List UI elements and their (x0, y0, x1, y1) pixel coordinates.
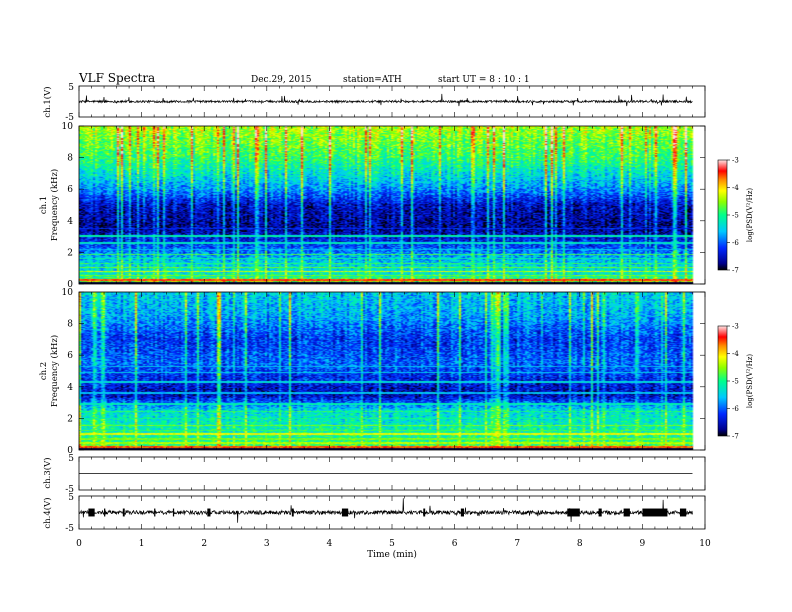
panel-ch4-voltage: 5 -5 ch.4(V) (42, 493, 706, 534)
y-tick-label: 10 (62, 122, 74, 132)
ch2-colorbar-label: log(PSD(V²/Hz) (746, 354, 754, 409)
y-tick-label: 10 (62, 288, 74, 298)
x-tick-label: 7 (514, 539, 520, 549)
colorbar-tick-label: -3 (732, 323, 739, 331)
x-tick-label: 10 (699, 539, 711, 549)
x-tick-label: 8 (577, 539, 583, 549)
y-tick-label: 4 (67, 217, 73, 227)
x-tick-label: 5 (389, 539, 395, 549)
colorbar-tick-label: -6 (732, 239, 739, 247)
y-tick-label: 0 (67, 280, 73, 290)
ch4-voltage-ytick-bottom: -5 (65, 524, 74, 534)
ch2-spectrogram-ylabel-top: ch.2 (39, 362, 49, 380)
ch1-voltage-ytick-top: 5 (68, 83, 74, 93)
figure-title: VLF Spectra (78, 71, 155, 85)
colorbar-tick-label: -5 (732, 378, 739, 386)
ch4-burst (679, 508, 687, 517)
ch1-colorbar-label: log(PSD(V²/Hz) (746, 188, 754, 243)
y-tick-label: 2 (67, 248, 73, 258)
ch4-burst (423, 508, 426, 517)
y-tick-label: 6 (67, 185, 73, 195)
ch1-voltage-ylabel: ch.1(V) (42, 86, 53, 117)
ch4-voltage-trace (78, 498, 693, 523)
ch2-spectrogram-xticks (78, 292, 706, 450)
ch4-burst (207, 508, 211, 517)
x-tick-label: 0 (76, 539, 82, 549)
colorbar-tick-label: -5 (732, 212, 739, 220)
ch1-colorbar (717, 159, 728, 271)
ch2-colorbar (717, 325, 728, 437)
colorbar-tick-label: -6 (732, 405, 739, 413)
header-start-time: start UT = 8 : 10 : 1 (438, 75, 530, 85)
colorbar-tick-label: -7 (732, 267, 739, 275)
y-tick-label: 8 (67, 320, 73, 330)
ch3-voltage-ytick-top: 5 (68, 454, 74, 464)
ch4-voltage-ylabel: ch.4(V) (42, 497, 53, 528)
ch4-voltage-xticks (78, 496, 706, 529)
y-tick-label: 2 (67, 414, 73, 424)
ch1-voltage-ytick-bottom: -5 (65, 113, 74, 123)
x-tick-label: 1 (139, 539, 145, 549)
ch1-voltage-trace (78, 93, 693, 107)
ch1-voltage-xticks (78, 86, 706, 117)
ch1-colorbar-ticks: -3 -4 -5 -6 -7 (727, 157, 739, 275)
header-station: station=ATH (343, 75, 402, 85)
panel-ch3-voltage: 5 -5 ch.3(V) (42, 454, 706, 495)
ch3-voltage-ytick-bottom: -5 (65, 485, 74, 495)
x-axis-ticklabels: 0 1 2 3 4 5 6 7 8 9 10 (76, 539, 711, 549)
ch2-spectrogram-ylabel: Frequency (kHz) (49, 335, 60, 407)
header-date: Dec.29, 2015 (251, 75, 312, 85)
ch1-spectrogram-image (79, 126, 705, 284)
x-tick-label: 4 (327, 539, 333, 549)
y-tick-label: 8 (67, 154, 73, 164)
ch3-voltage-ylabel: ch.3(V) (42, 457, 53, 488)
ch4-burst (642, 508, 668, 517)
ch1-spectrogram-ylabel: Frequency (kHz) (49, 169, 60, 241)
ch1-spectrogram-yticks: 10 8 6 4 2 0 (62, 122, 705, 290)
ch4-burst (567, 508, 580, 517)
ch2-spectrogram-image (79, 292, 705, 450)
x-tick-label: 9 (640, 539, 646, 549)
colorbar-tick-label: -4 (732, 184, 739, 192)
ch2-colorbar-ticks: -3 -4 -5 -6 -7 (727, 323, 739, 441)
y-tick-label: 0 (67, 446, 73, 456)
ch2-spectrogram-yticks: 10 8 6 4 2 0 (62, 288, 705, 456)
ch1-spectrogram-ylabel-top: ch.1 (39, 196, 49, 214)
ch3-voltage-xticks (78, 457, 706, 490)
ch4-voltage-ytick-top: 5 (68, 493, 74, 503)
ch4-burst (154, 508, 156, 517)
ch4-burst (598, 508, 602, 517)
y-tick-label: 6 (67, 351, 73, 361)
colorbar-tick-label: -4 (732, 350, 739, 358)
x-tick-label: 3 (264, 539, 270, 549)
ch1-spectrogram-xticks (78, 126, 706, 284)
colorbar-tick-label: -3 (732, 157, 739, 165)
colorbar-tick-label: -7 (732, 433, 739, 441)
y-tick-label: 4 (67, 383, 73, 393)
x-tick-label: 2 (201, 539, 207, 549)
x-tick-label: 6 (452, 539, 458, 549)
x-axis-label: Time (min) (367, 549, 417, 560)
panel-ch1-voltage: 5 -5 ch.1(V) (42, 83, 706, 123)
